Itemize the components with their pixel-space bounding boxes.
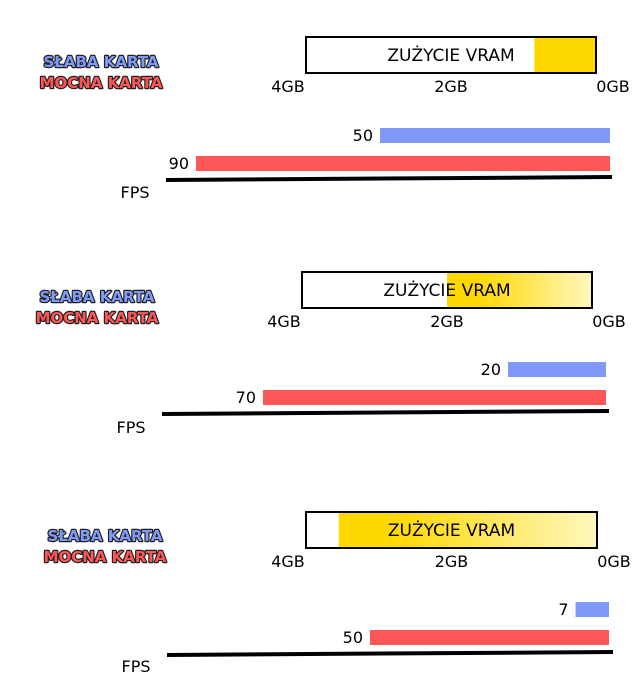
vram-axis-label-2gb: 2GB: [434, 77, 468, 96]
fps-axis-label: FPS: [121, 657, 150, 676]
legend-weak-card: SŁABA KARTA: [39, 288, 154, 306]
legend-strong-card: MOCNA KARTA: [36, 309, 159, 327]
fps-value-label-strong: 50: [343, 628, 363, 647]
legend-weak-card: SŁABA KARTA: [43, 53, 158, 71]
fps-bar-weak: [380, 128, 610, 143]
fps-baseline: [166, 650, 614, 657]
fps-value-label-weak: 7: [558, 600, 568, 619]
vram-usage-fill: [534, 37, 596, 73]
vram-axis-label-0gb: 0GB: [597, 552, 631, 571]
fps-baseline: [161, 409, 610, 416]
fps-bar-strong: [263, 390, 606, 405]
fps-axis-label: FPS: [116, 418, 145, 437]
legend-weak-card: SŁABA KARTA: [47, 527, 162, 545]
panel-2: SŁABA KARTA MOCNA KARTA ZUŻYCIE VRAM 4GB 2GB…: [34, 271, 626, 437]
vram-usage-fill: [447, 272, 592, 308]
vram-axis-label-4gb: 4GB: [267, 312, 301, 331]
fps-bar-weak: [575, 602, 609, 617]
fps-baseline: [165, 175, 613, 182]
fps-value-label-strong: 70: [236, 388, 256, 407]
vram-box-outline: [305, 511, 598, 549]
fps-value-label-weak: 20: [481, 360, 501, 379]
fps-value-label-strong: 90: [169, 154, 189, 173]
fps-axis-label: FPS: [120, 183, 149, 202]
vram-title: ZUŻYCIE VRAM: [383, 280, 510, 301]
panel-3: SŁABA KARTA MOCNA KARTA ZUŻYCIE VRAM 4GB 2GB…: [42, 511, 631, 676]
vram-usage-fill: [338, 512, 597, 548]
fps-bar-weak: [508, 362, 606, 377]
vram-axis-label-2gb: 2GB: [435, 552, 469, 571]
fps-bar-strong: [370, 630, 609, 645]
chart-panels: SŁABA KARTA MOCNA KARTA ZUŻYCIE VRAM 4GB 2GB…: [34, 36, 631, 676]
fps-bar-strong: [196, 156, 610, 171]
vram-axis-label-4gb: 4GB: [271, 552, 305, 571]
vram-title: ZUŻYCIE VRAM: [387, 45, 514, 66]
vram-box-outline: [301, 271, 593, 309]
vram-title: ZUŻYCIE VRAM: [388, 520, 515, 541]
vram-box-outline: [305, 36, 597, 74]
vram-axis-label-0gb: 0GB: [596, 77, 630, 96]
vram-axis-label-2gb: 2GB: [430, 312, 464, 331]
legend-strong-card: MOCNA KARTA: [40, 74, 163, 92]
panel-1: SŁABA KARTA MOCNA KARTA ZUŻYCIE VRAM 4GB 2GB…: [38, 36, 630, 202]
vram-axis-label-0gb: 0GB: [592, 312, 626, 331]
vram-axis-label-4gb: 4GB: [271, 77, 305, 96]
legend-strong-card: MOCNA KARTA: [44, 548, 167, 566]
fps-value-label-weak: 50: [353, 126, 373, 145]
